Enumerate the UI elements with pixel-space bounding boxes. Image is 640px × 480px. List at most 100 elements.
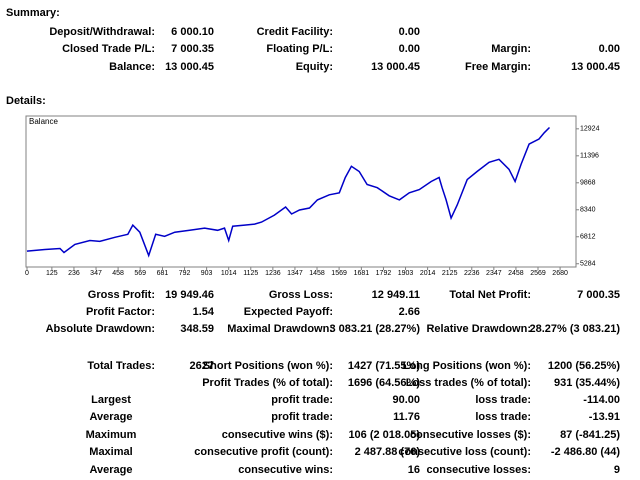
x-tick-label: 2125: [442, 270, 458, 277]
stat-label: Gross Profit:: [88, 289, 155, 301]
stat-value: 2627: [190, 360, 214, 372]
stat-label: loss trade:: [475, 411, 531, 423]
stat-value: 7 000.35: [171, 43, 214, 55]
section-title: Details:: [6, 95, 46, 107]
stat-label: Maximum: [86, 429, 137, 441]
stat-label: loss trade:: [475, 394, 531, 406]
stat-label: profit trade:: [271, 394, 333, 406]
stat-value: 1696 (64.56%): [348, 377, 420, 389]
y-tick-label: 12924: [580, 126, 600, 133]
balance-line: [26, 126, 551, 258]
x-tick-label: 2569: [530, 270, 546, 277]
y-tick-label: 9868: [580, 180, 596, 187]
x-tick-label: 458: [112, 270, 124, 277]
x-tick-label: 2458: [508, 270, 524, 277]
stat-label: Largest: [91, 394, 131, 406]
stat-value: 0.00: [399, 43, 420, 55]
stat-label: Deposit/Withdrawal:: [49, 26, 155, 38]
x-tick-label: 1347: [287, 270, 303, 277]
x-tick-label: 2014: [420, 270, 436, 277]
x-tick-label: 2680: [552, 270, 568, 277]
x-tick-label: 236: [68, 270, 80, 277]
stat-value: 7 000.35: [577, 289, 620, 301]
stat-label: consecutive losses:: [426, 464, 531, 476]
stat-value: 1427 (71.55%): [348, 360, 420, 372]
stat-label: Equity:: [296, 61, 333, 73]
stat-label: Free Margin:: [465, 61, 531, 73]
stat-label: Average: [89, 411, 132, 423]
stat-label: Gross Loss:: [269, 289, 333, 301]
x-tick-label: 1903: [398, 270, 414, 277]
stat-value: 11.76: [393, 411, 420, 423]
stat-label: Maximal Drawdown:: [227, 323, 333, 335]
stat-value: 3 083.21 (28.27%): [329, 323, 420, 335]
stat-value: 9: [614, 464, 620, 476]
x-tick-label: 347: [90, 270, 102, 277]
y-tick-label: 8340: [580, 207, 596, 214]
stat-label: consecutive wins ($):: [222, 429, 333, 441]
legend-label: Balance: [29, 117, 58, 126]
stat-value: 16: [408, 464, 420, 476]
stat-value: 13 000.45: [571, 61, 620, 73]
stat-label: Relative Drawdown:: [426, 323, 531, 335]
stat-label: profit trade:: [271, 411, 333, 423]
stat-value: 6 000.10: [171, 26, 214, 38]
stat-value: -13.91: [589, 411, 620, 423]
x-tick-label: 2347: [486, 270, 502, 277]
x-tick-label: 1014: [221, 270, 237, 277]
stat-value: 12 949.11: [372, 289, 420, 301]
stat-value: -114.00: [583, 394, 620, 406]
x-tick-label: 125: [46, 270, 58, 277]
x-tick-label: 681: [157, 270, 169, 277]
stat-value: -2 486.80 (44): [551, 446, 620, 458]
y-tick-label: 6812: [580, 234, 596, 241]
stat-value: 2 487.88 (76): [355, 446, 421, 458]
stat-label: Maximal: [89, 446, 132, 458]
x-tick-label: 1236: [265, 270, 281, 277]
stat-value: 106 (2 018.05): [348, 429, 420, 441]
stat-value: 28.27% (3 083.21): [529, 323, 620, 335]
stat-label: consecutive wins:: [238, 464, 333, 476]
stat-label: Average: [89, 464, 132, 476]
stat-value: 2.66: [399, 306, 420, 318]
stat-label: Total Net Profit:: [449, 289, 531, 301]
stat-label: consecutive losses ($):: [410, 429, 531, 441]
stat-value: 13 000.45: [371, 61, 420, 73]
stat-label: consecutive profit (count):: [194, 446, 333, 458]
x-tick-label: 903: [201, 270, 213, 277]
stat-value: 13 000.45: [165, 61, 214, 73]
stat-value: 0.00: [399, 26, 420, 38]
stat-label: Short Positions (won %):: [203, 360, 333, 372]
stat-label: Floating P/L:: [266, 43, 333, 55]
x-tick-label: 1569: [331, 270, 347, 277]
stat-value: 1200 (56.25%): [548, 360, 620, 372]
stat-label: consecutive loss (count):: [398, 446, 531, 458]
x-tick-label: 569: [134, 270, 146, 277]
stat-value: 19 949.46: [165, 289, 214, 301]
stat-value: 90.00: [392, 394, 420, 406]
stat-value: 0.00: [599, 43, 620, 55]
stat-label: Loss trades (% of total):: [406, 377, 531, 389]
stat-value: 1.54: [193, 306, 215, 318]
stat-label: Profit Trades (% of total):: [202, 377, 333, 389]
y-tick-label: 5284: [580, 261, 596, 268]
chart-frame: [25, 115, 577, 268]
x-tick-label: 1792: [376, 270, 392, 277]
stat-label: Profit Factor:: [86, 306, 155, 318]
stat-label: Balance:: [109, 61, 155, 73]
stat-label: Credit Facility:: [257, 26, 333, 38]
section-title: Summary:: [6, 7, 60, 19]
y-tick-label: 11396: [580, 153, 599, 160]
x-tick-label: 2236: [464, 270, 480, 277]
x-tick-label: 1458: [309, 270, 325, 277]
x-tick-label: 0: [25, 270, 29, 277]
stat-label: Total Trades:: [87, 360, 155, 372]
stat-value: 931 (35.44%): [554, 377, 620, 389]
stat-label: Closed Trade P/L:: [62, 43, 155, 55]
stat-label: Absolute Drawdown:: [46, 323, 155, 335]
x-tick-label: 792: [179, 270, 191, 277]
stat-value: 87 (-841.25): [560, 429, 620, 441]
x-tick-label: 1125: [243, 270, 258, 277]
stat-label: Margin:: [491, 43, 531, 55]
